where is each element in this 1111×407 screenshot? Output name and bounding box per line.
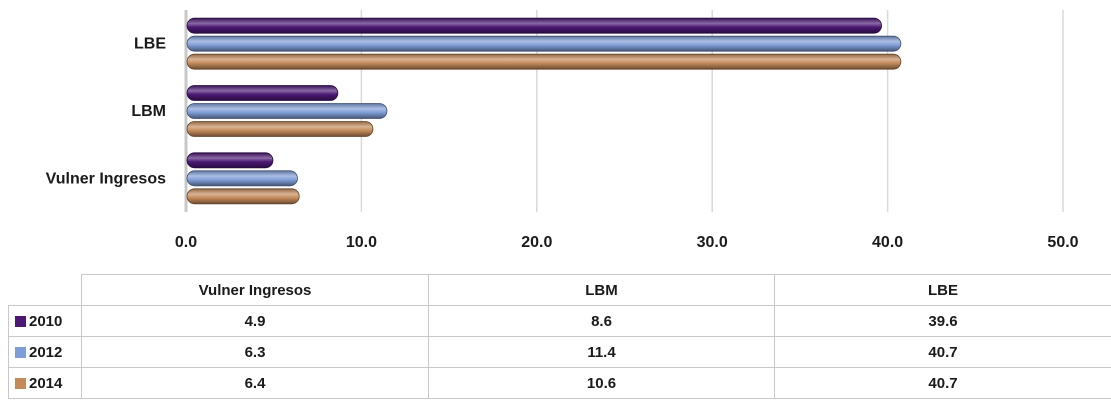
category-label: LBE [134, 36, 166, 53]
table-header-row: Vulner Ingresos LBM LBE [9, 275, 1111, 306]
table-row: 2014 6.4 10.6 40.7 [9, 368, 1111, 399]
bars [187, 18, 901, 204]
table-cell: 39.6 [775, 306, 1111, 337]
bar-2010-lbe [187, 18, 882, 33]
bar-2014-lbm [187, 122, 373, 137]
table-row: 2012 6.3 11.4 40.7 [9, 337, 1111, 368]
bar-chart: 0.0 10.0 20.0 30.0 40.0 50.0 Vulner Ingresos LB… [0, 0, 1111, 262]
bar-2012-lbm [187, 104, 387, 119]
bar-2014-lbe [187, 54, 901, 69]
legend-key-2010 [15, 316, 26, 327]
x-tick-label: 30.0 [697, 234, 728, 251]
x-tick-label: 20.0 [521, 234, 552, 251]
table-cell: 11.4 [429, 337, 775, 368]
data-table: Vulner Ingresos LBM LBE 2010 4.9 8.6 39.… [8, 274, 1111, 399]
series-name: 2012 [29, 344, 62, 361]
series-label-cell: 2010 [9, 306, 82, 337]
table-cell: 40.7 [775, 368, 1111, 399]
legend-key-2012 [15, 347, 26, 358]
table-header-cell: Vulner Ingresos [82, 275, 429, 306]
legend-key-2014 [15, 378, 26, 389]
x-tick-label: 40.0 [872, 234, 903, 251]
bar-2010-vulner-ingresos [187, 153, 273, 168]
table-corner [9, 275, 82, 306]
table-cell: 40.7 [775, 337, 1111, 368]
table-cell: 6.4 [82, 368, 429, 399]
bar-2014-vulner-ingresos [187, 189, 299, 204]
table-cell: 10.6 [429, 368, 775, 399]
table-cell: 6.3 [82, 337, 429, 368]
series-name: 2010 [29, 313, 62, 330]
bar-2010-lbm [187, 86, 338, 101]
x-tick-label: 10.0 [346, 234, 377, 251]
bar-2012-vulner-ingresos [187, 171, 298, 186]
table-cell: 8.6 [429, 306, 775, 337]
series-label-cell: 2014 [9, 368, 82, 399]
table-row: 2010 4.9 8.6 39.6 [9, 306, 1111, 337]
category-label: LBM [131, 103, 166, 120]
table-cell: 4.9 [82, 306, 429, 337]
series-label-cell: 2012 [9, 337, 82, 368]
table-header-cell: LBE [775, 275, 1111, 306]
series-name: 2014 [29, 375, 62, 392]
table-header-cell: LBM [429, 275, 775, 306]
x-tick-label: 50.0 [1047, 234, 1078, 251]
x-tick-label: 0.0 [175, 234, 197, 251]
category-label: Vulner Ingresos [46, 170, 166, 187]
bar-2012-lbe [187, 36, 901, 51]
